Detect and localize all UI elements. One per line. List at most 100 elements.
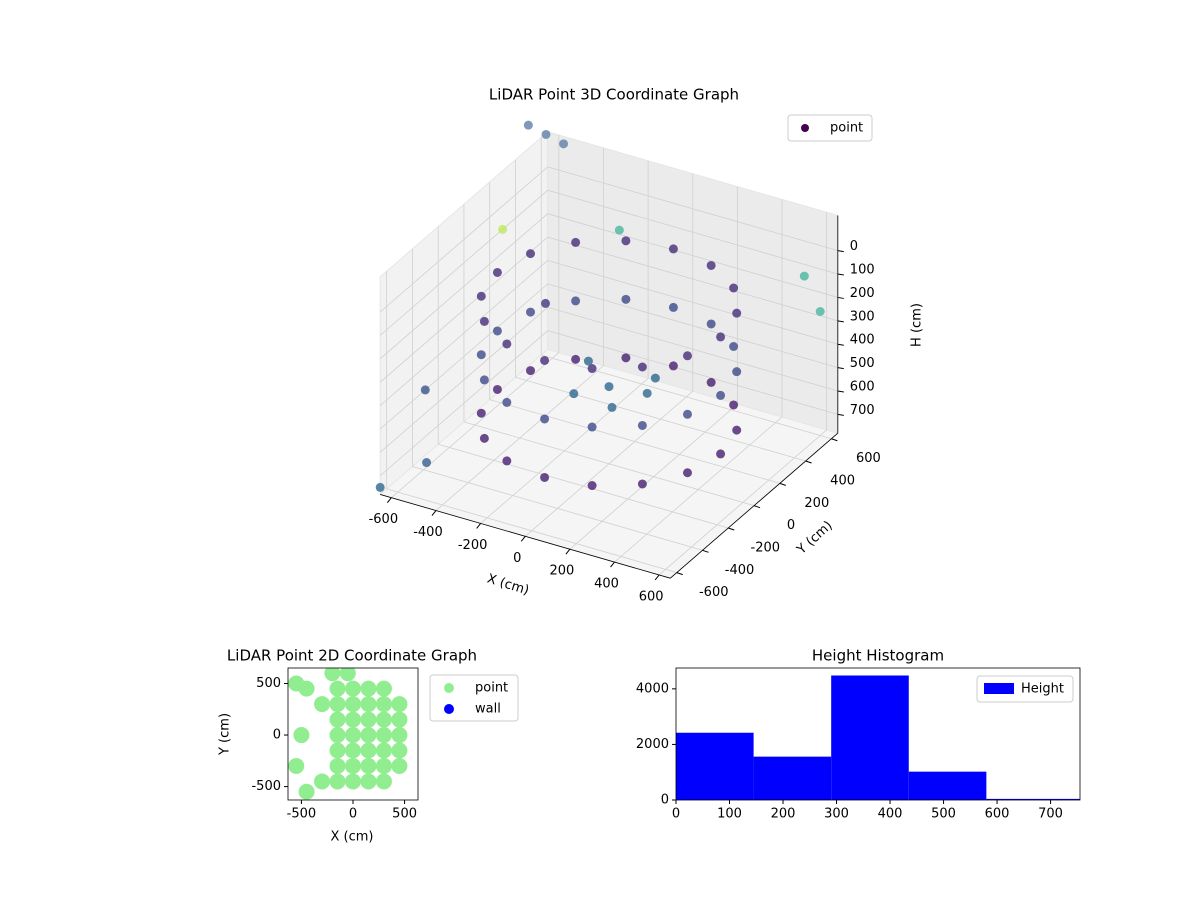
point [526, 249, 536, 259]
z-axis-label: H (cm) [910, 303, 925, 347]
point [298, 783, 315, 800]
point [540, 472, 550, 482]
point [375, 680, 392, 697]
tick-mark [565, 548, 571, 555]
tick-mark [837, 273, 844, 276]
y-tick-label: 0 [273, 728, 281, 743]
x-tick-label: -500 [287, 807, 317, 822]
point [329, 696, 346, 713]
grid-line [547, 306, 838, 392]
point [375, 742, 392, 759]
z-tick-label: 400 [850, 333, 875, 348]
x-tick-label: 0 [349, 807, 357, 822]
point [360, 773, 377, 790]
z-tick-label: 0 [850, 239, 858, 254]
point [526, 307, 536, 317]
grid-line [379, 260, 548, 406]
point [502, 456, 512, 466]
legend-marker [801, 124, 809, 132]
x-tick-label: 600 [639, 589, 664, 604]
point [375, 482, 385, 492]
y-tick-label: -200 [751, 540, 781, 555]
point [559, 139, 569, 149]
grid-line [438, 443, 729, 529]
point [375, 757, 392, 774]
x-tick-label: 0 [513, 551, 521, 566]
point [375, 696, 392, 713]
y-tick-label: 4000 [636, 681, 669, 696]
x-tick-label: 200 [771, 807, 796, 822]
tick-mark [610, 561, 615, 568]
grid-line [547, 236, 838, 322]
point [815, 306, 825, 316]
y-tick-label: 0 [661, 793, 669, 808]
point [541, 298, 551, 308]
point [329, 711, 346, 728]
point [420, 385, 430, 395]
y-axis [670, 432, 839, 579]
grid-line [547, 330, 838, 415]
legend-box [787, 114, 873, 142]
point [729, 283, 739, 293]
tick-mark [676, 572, 683, 576]
point [360, 711, 377, 728]
point [729, 400, 739, 410]
point [329, 757, 346, 774]
tick-mark [431, 510, 437, 516]
point [729, 341, 739, 351]
point [476, 350, 486, 360]
point [682, 468, 692, 478]
point [571, 354, 581, 364]
point [324, 668, 341, 682]
point [492, 384, 502, 394]
point [345, 696, 361, 713]
x-tick-label: 200 [549, 564, 574, 579]
x-tick-label: -400 [413, 525, 443, 540]
tick-mark [837, 296, 844, 299]
chart-title: Height Histogram [812, 647, 944, 665]
x-tick-label: 400 [594, 577, 619, 592]
grid-line [515, 376, 806, 462]
point [375, 727, 392, 744]
point [668, 361, 678, 371]
point [587, 364, 597, 374]
x-tick-label: -600 [369, 512, 399, 527]
point [391, 727, 408, 744]
point [668, 302, 678, 312]
tick-mark [837, 320, 844, 323]
x-tick-label: 500 [931, 807, 956, 822]
grid-line [547, 283, 838, 369]
y-axis-label: Y (cm) [218, 713, 233, 756]
tick-mark [654, 574, 660, 581]
tick-mark [520, 536, 526, 542]
point [476, 408, 486, 418]
point [650, 373, 660, 383]
grid-line [379, 306, 548, 453]
point [360, 727, 377, 744]
grid-line [379, 236, 548, 383]
tick-mark [837, 367, 844, 370]
y-axis-label: Y (cm) [794, 518, 836, 558]
tick-mark [837, 250, 844, 253]
point [339, 668, 356, 682]
x-tick-label: 700 [1038, 807, 1063, 822]
grid-line [386, 488, 677, 573]
legend-box [976, 675, 1074, 703]
point [523, 120, 533, 130]
x-axis [380, 494, 671, 579]
point [569, 389, 579, 399]
point [732, 425, 742, 435]
point [391, 711, 408, 728]
x-tick-label: 100 [717, 807, 742, 822]
point [583, 356, 593, 366]
legend-marker [444, 704, 454, 714]
x-tick-label: -200 [458, 538, 488, 553]
point [314, 696, 331, 713]
grid-line [547, 260, 838, 345]
point [492, 267, 502, 277]
point [682, 351, 692, 361]
point [799, 271, 809, 281]
point [360, 696, 377, 713]
tick-mark [702, 549, 709, 553]
point [391, 757, 408, 774]
